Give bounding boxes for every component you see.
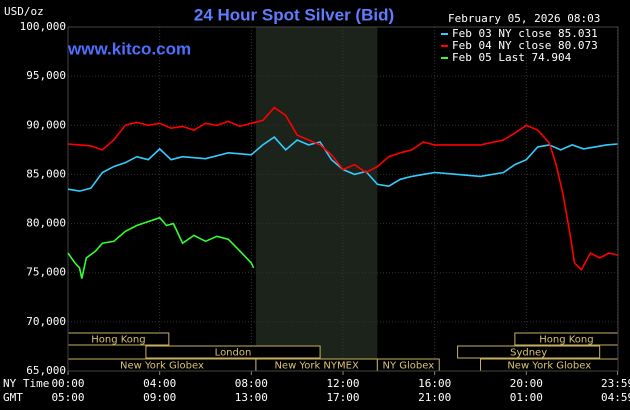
x-tick-label: 23:59	[601, 377, 630, 390]
y-tick-label: 95,000	[26, 69, 66, 82]
gmt-tick-label: 09:00	[143, 391, 176, 404]
session-label: New York Globex	[120, 361, 204, 372]
x-tick-label: 04:00	[143, 377, 176, 390]
legend-label: Feb 04 NY close 80.073	[452, 39, 598, 52]
row-label: NY Time	[3, 377, 49, 390]
watermark: www.kitco.com	[67, 39, 191, 58]
session-label: Hong Kong	[539, 335, 593, 346]
session-box	[457, 345, 601, 359]
legend-label: Feb 03 NY close 85.031	[452, 27, 598, 40]
gmt-tick-label: 04:59	[601, 391, 630, 404]
plot-frame	[67, 26, 619, 372]
x-tick-label: 12:00	[326, 377, 359, 390]
gmt-tick-label: 01:00	[510, 391, 543, 404]
y-tick-label: 70,000	[26, 315, 66, 328]
y-tick-label: 80,000	[26, 217, 66, 230]
row-label: GMT	[3, 391, 23, 404]
gmt-tick-label: 13:00	[235, 391, 268, 404]
x-tick-label: 00:00	[51, 377, 84, 390]
session-box	[145, 345, 321, 359]
y-tick-label: 65,000	[26, 364, 66, 377]
x-tick-label: 16:00	[418, 377, 451, 390]
y-tick-label: 85,000	[26, 167, 66, 180]
gmt-tick-label: 21:00	[418, 391, 451, 404]
y-tick-label: 100,000	[20, 20, 66, 33]
chart-date: February 05, 2026 08:03	[448, 12, 600, 25]
session-label: Sydney	[510, 348, 547, 359]
session-label: New York Globex	[507, 361, 591, 372]
x-tick-label: 08:00	[235, 377, 268, 390]
y-tick-label: 90,000	[26, 118, 66, 131]
series-line	[67, 216, 255, 279]
session-label: London	[215, 348, 252, 359]
y-unit: USD/oz	[4, 5, 44, 18]
legend-label: Feb 05 Last 74.904	[452, 51, 572, 64]
shaded-session	[255, 27, 378, 371]
x-tick-label: 20:00	[510, 377, 543, 390]
session-label: NY Globex	[382, 361, 434, 372]
chart-title: 24 Hour Spot Silver (Bid)	[194, 5, 394, 24]
gmt-tick-label: 17:00	[326, 391, 359, 404]
gmt-tick-label: 05:00	[51, 391, 84, 404]
session-label: New York NYMEX	[274, 361, 359, 372]
session-label: Hong Kong	[91, 335, 145, 346]
series-line	[67, 106, 618, 272]
y-tick-label: 75,000	[26, 266, 66, 279]
